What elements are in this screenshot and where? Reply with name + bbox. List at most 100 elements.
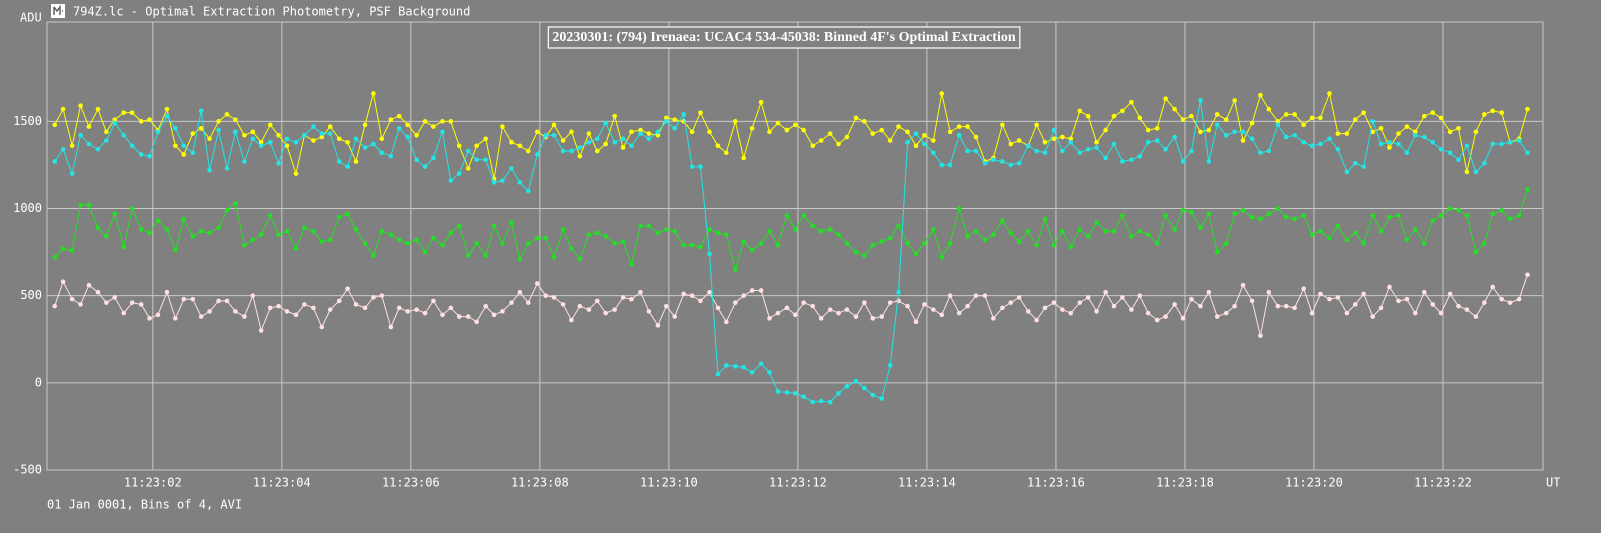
data-point	[939, 91, 945, 96]
data-point	[844, 307, 850, 312]
data-point	[422, 164, 428, 169]
data-point	[1034, 242, 1039, 248]
data-point	[638, 131, 643, 136]
data-point	[1335, 131, 1341, 136]
data-point	[672, 117, 677, 122]
data-point	[784, 305, 790, 311]
y-tick-label: 0	[35, 375, 42, 389]
data-point	[250, 136, 256, 142]
data-point	[638, 223, 643, 229]
data-point	[560, 302, 566, 307]
data-point	[733, 300, 738, 305]
data-point	[905, 129, 910, 135]
data-point	[733, 363, 738, 369]
data-point	[69, 296, 75, 302]
data-point	[276, 133, 281, 138]
data-point	[78, 202, 83, 208]
data-point	[793, 227, 798, 232]
data-point	[723, 232, 729, 237]
data-point	[491, 180, 497, 185]
data-point	[456, 314, 462, 319]
data-point	[913, 319, 919, 325]
data-point	[629, 129, 634, 135]
x-tick-label: 11:23:08	[511, 476, 569, 490]
data-point	[931, 138, 936, 143]
data-point	[1060, 148, 1065, 154]
data-point	[517, 180, 523, 185]
x-tick-label: 11:23:20	[1285, 476, 1343, 490]
data-point	[379, 293, 385, 298]
data-point	[1473, 169, 1479, 175]
data-point	[1370, 314, 1375, 319]
data-point	[1094, 145, 1099, 150]
data-point	[1507, 300, 1513, 305]
data-point	[931, 307, 936, 312]
data-point	[190, 296, 196, 302]
data-point	[939, 162, 945, 168]
data-point	[646, 136, 652, 142]
data-point	[818, 228, 824, 234]
data-point	[1154, 317, 1160, 323]
data-point	[913, 131, 919, 136]
x-tick-label: 11:23:12	[769, 476, 827, 490]
data-point	[1214, 112, 1220, 117]
data-point	[827, 227, 833, 232]
data-point	[1292, 305, 1297, 311]
data-point	[1189, 209, 1194, 215]
data-point	[1301, 122, 1306, 128]
data-point	[655, 133, 661, 138]
data-point	[931, 150, 936, 156]
data-point	[1292, 216, 1297, 222]
data-point	[465, 166, 471, 171]
data-point	[129, 143, 135, 149]
data-point	[431, 298, 436, 304]
data-point	[327, 131, 333, 136]
data-point	[405, 309, 410, 314]
data-point	[836, 390, 841, 396]
data-point	[1344, 169, 1350, 175]
data-point	[164, 113, 170, 119]
data-point	[1352, 302, 1358, 307]
data-point	[853, 378, 859, 384]
data-point	[947, 129, 953, 135]
data-point	[749, 126, 755, 131]
data-point	[379, 150, 385, 156]
data-point	[1275, 122, 1281, 128]
data-point	[440, 119, 445, 124]
data-point	[1145, 232, 1151, 237]
data-point	[371, 91, 376, 96]
data-point	[1042, 150, 1048, 156]
data-point	[1447, 291, 1453, 297]
data-point	[1335, 146, 1341, 152]
data-point	[1438, 213, 1444, 218]
data-point	[1370, 119, 1375, 124]
data-point	[1387, 145, 1392, 150]
data-point	[896, 124, 901, 129]
data-point	[793, 122, 798, 128]
data-point	[509, 220, 514, 225]
data-point	[1025, 143, 1031, 149]
data-point	[104, 129, 109, 135]
data-point	[216, 298, 221, 304]
data-point	[1223, 117, 1229, 122]
data-point	[577, 145, 583, 150]
data-point	[224, 166, 230, 171]
data-point	[922, 133, 927, 138]
data-point	[311, 124, 316, 129]
data-point	[147, 316, 152, 321]
data-point	[242, 159, 247, 164]
data-point	[311, 228, 316, 234]
data-point	[577, 153, 583, 159]
data-point	[1000, 305, 1005, 311]
data-point	[1404, 237, 1410, 243]
data-point	[758, 99, 764, 105]
data-point	[603, 310, 608, 316]
data-point	[284, 143, 290, 149]
data-point	[525, 300, 531, 305]
data-point	[138, 152, 144, 157]
data-point	[1387, 284, 1392, 290]
data-point	[1258, 333, 1263, 339]
footnote: 01 Jan 0001, Bins of 4, AVI	[47, 498, 242, 512]
data-point	[862, 253, 867, 258]
data-point	[1430, 139, 1435, 145]
